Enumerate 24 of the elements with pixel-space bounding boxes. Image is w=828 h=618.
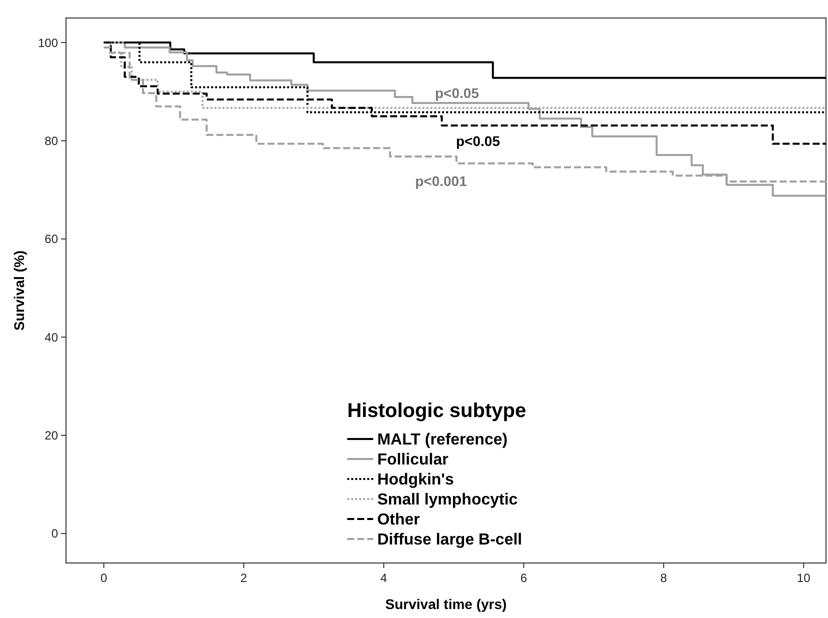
y-tick-label: 20	[44, 428, 58, 443]
legend-label: Other	[377, 512, 420, 529]
x-tick-label: 4	[380, 571, 388, 585]
y-tick-label: 0	[51, 526, 58, 541]
legend-label: Hodgkin's	[377, 472, 454, 489]
x-tick-label: 2	[240, 571, 248, 585]
x-tick-label: 6	[520, 571, 528, 585]
y-tick-label: 60	[44, 232, 58, 246]
legend-label: Follicular	[377, 452, 448, 469]
legend-label: Small lymphocytic	[377, 492, 518, 509]
x-tick-label: 8	[660, 571, 668, 585]
annotation: p<0.05	[435, 84, 480, 101]
x-axis-title: Survival time (yrs)	[385, 596, 507, 612]
legend-title: Histologic subtype	[347, 400, 526, 422]
y-tick-label: 40	[44, 330, 58, 344]
legend-label: MALT (reference)	[377, 432, 508, 449]
y-axis-title: Survival (%)	[11, 250, 27, 331]
y-tick-label: 80	[44, 134, 58, 148]
x-tick-label: 0	[100, 571, 108, 585]
annotation: p<0.001	[415, 172, 468, 189]
legend-label: Diffuse large B-cell	[377, 532, 522, 549]
annotation: p<0.05	[456, 132, 500, 149]
y-tick-label: 100	[38, 36, 58, 50]
x-tick-label: 10	[796, 571, 811, 585]
